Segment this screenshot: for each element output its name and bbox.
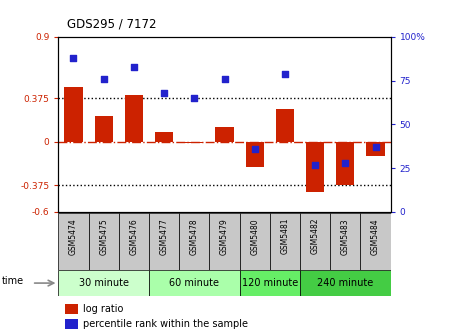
- Text: GSM5481: GSM5481: [281, 218, 290, 254]
- Bar: [95, 116, 113, 142]
- Bar: [240, 213, 270, 270]
- Bar: [216, 127, 233, 142]
- Text: GSM5474: GSM5474: [69, 218, 78, 255]
- Text: 60 minute: 60 minute: [169, 278, 219, 288]
- Text: GSM5475: GSM5475: [99, 218, 108, 255]
- Bar: [179, 213, 209, 270]
- Point: [282, 71, 289, 76]
- Text: GSM5483: GSM5483: [341, 218, 350, 255]
- Bar: [306, 142, 324, 192]
- Bar: [119, 213, 149, 270]
- Bar: [330, 213, 361, 270]
- Text: GSM5477: GSM5477: [159, 218, 168, 255]
- Bar: [88, 213, 119, 270]
- Text: 240 minute: 240 minute: [317, 278, 374, 288]
- Point: [372, 144, 379, 150]
- Bar: [246, 142, 264, 167]
- Text: log ratio: log ratio: [84, 304, 123, 314]
- Bar: [149, 213, 179, 270]
- Text: GDS295 / 7172: GDS295 / 7172: [67, 17, 157, 30]
- Point: [130, 64, 137, 69]
- Bar: [300, 213, 330, 270]
- Text: GSM5478: GSM5478: [190, 218, 199, 255]
- Text: GSM5479: GSM5479: [220, 218, 229, 255]
- Point: [191, 95, 198, 101]
- Bar: [361, 213, 391, 270]
- Point: [70, 55, 77, 60]
- Bar: [366, 142, 385, 156]
- Point: [312, 162, 319, 167]
- Point: [100, 76, 107, 82]
- Bar: [240, 270, 300, 296]
- Bar: [155, 132, 173, 142]
- Bar: [64, 87, 83, 142]
- Bar: [209, 213, 240, 270]
- Text: GSM5476: GSM5476: [129, 218, 138, 255]
- Bar: [149, 270, 240, 296]
- Bar: [65, 304, 78, 314]
- Bar: [58, 270, 149, 296]
- Text: 120 minute: 120 minute: [242, 278, 298, 288]
- Point: [221, 76, 228, 82]
- Text: GSM5482: GSM5482: [311, 218, 320, 254]
- Point: [160, 90, 167, 95]
- Bar: [58, 213, 88, 270]
- Bar: [300, 270, 391, 296]
- Text: GSM5484: GSM5484: [371, 218, 380, 255]
- Point: [251, 146, 258, 152]
- Bar: [276, 109, 294, 142]
- Bar: [125, 95, 143, 142]
- Point: [342, 160, 349, 165]
- Text: GSM5480: GSM5480: [250, 218, 259, 255]
- Text: time: time: [2, 277, 24, 286]
- Bar: [65, 319, 78, 329]
- Bar: [270, 213, 300, 270]
- Bar: [185, 142, 203, 143]
- Bar: [336, 142, 354, 185]
- Text: 30 minute: 30 minute: [79, 278, 129, 288]
- Text: percentile rank within the sample: percentile rank within the sample: [84, 319, 248, 329]
